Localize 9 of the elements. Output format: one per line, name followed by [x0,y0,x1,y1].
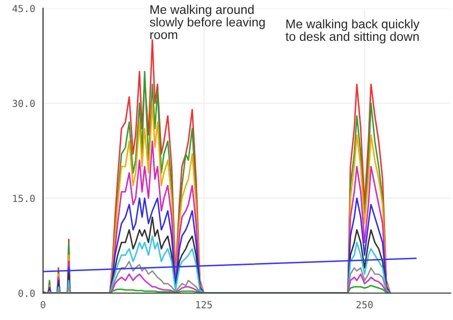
y-tick-label: 45.0 [12,4,35,12]
y-tick-label: 15.0 [13,194,35,202]
y-tick-label: 30.0 [12,100,35,108]
annotation: Me walking around slowly before leaving room [150,4,265,40]
x-tick-label: 125 [196,300,212,308]
annotation: Me walking back quickly to desk and sitting down [286,19,420,44]
x-tick-label: 0 [40,300,46,308]
x-tick-label: 250 [356,300,373,308]
y-tick-label: 0.0 [18,290,35,297]
